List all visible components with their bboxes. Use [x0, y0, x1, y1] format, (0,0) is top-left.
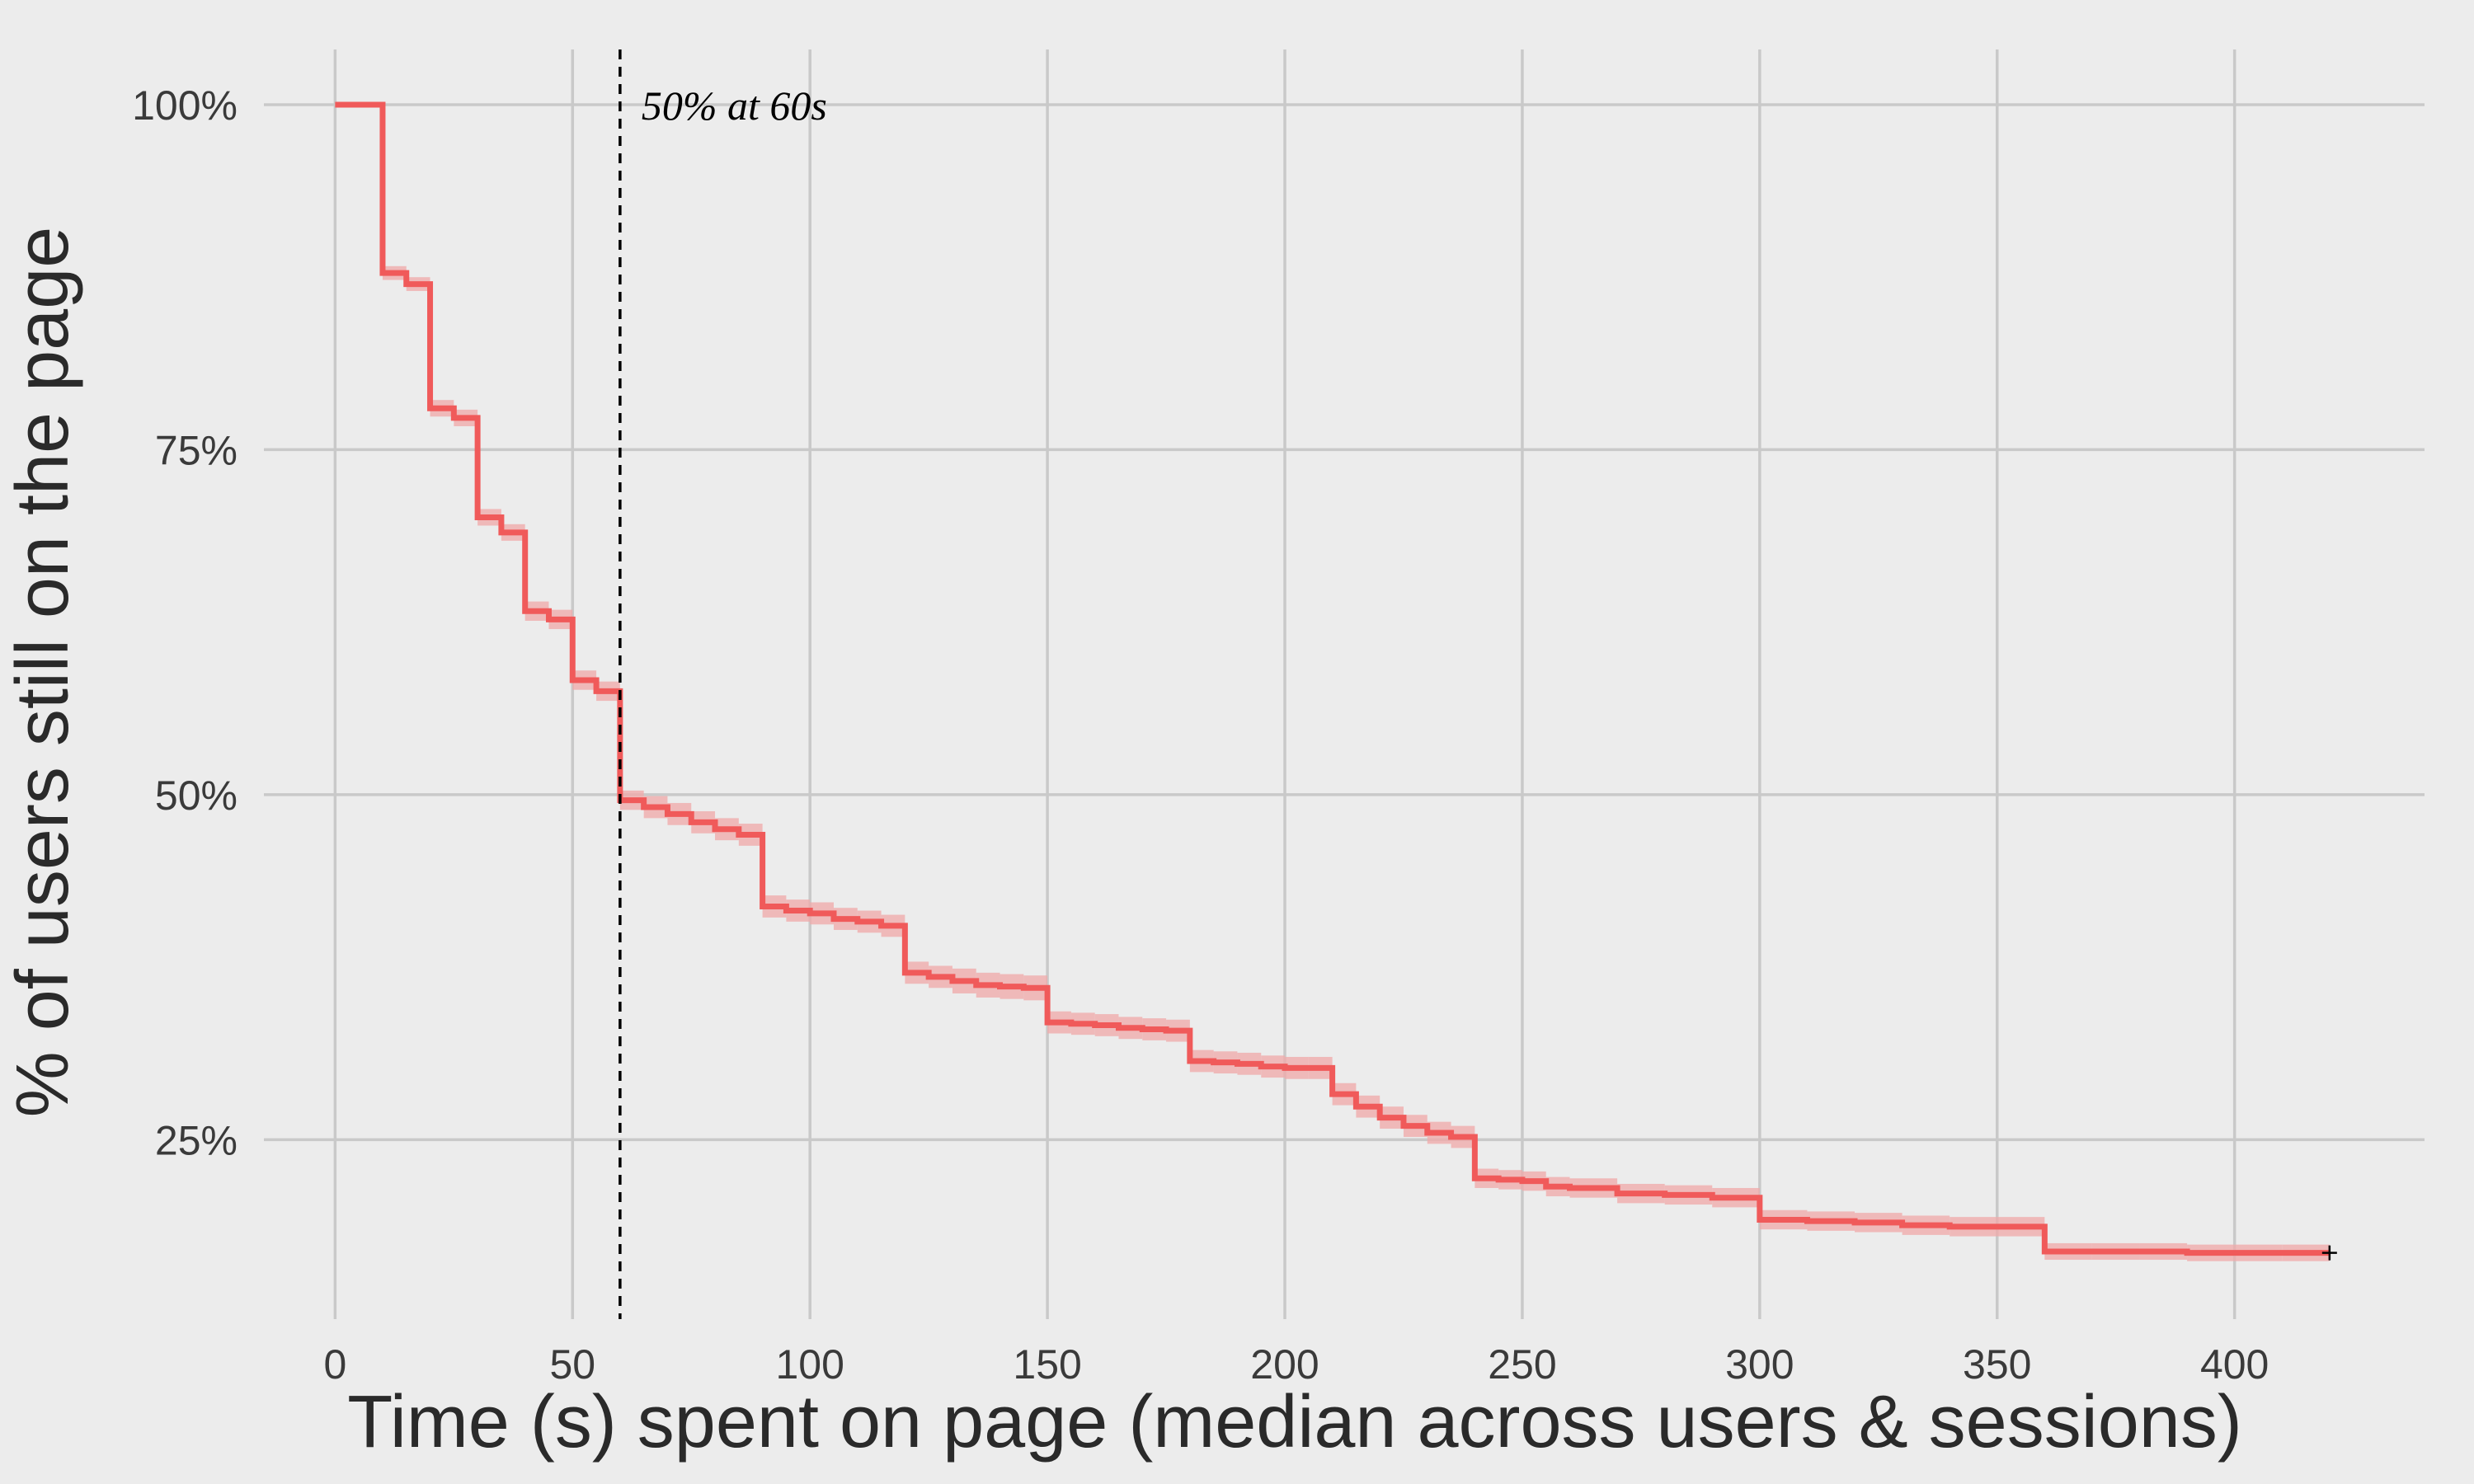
x-tick-label: 150: [1013, 1341, 1081, 1388]
x-tick-label: 200: [1250, 1341, 1319, 1388]
median-annotation-label: 50% at 60s: [642, 82, 827, 129]
y-tick-label: 100%: [132, 82, 238, 129]
annotations: 50% at 60s: [618, 49, 827, 1319]
survival-step-line: [335, 101, 2330, 1256]
x-tick-label: 0: [323, 1341, 346, 1388]
y-tick-label: 25%: [155, 1117, 238, 1163]
y-axis-title: % of users still on the page: [2, 227, 84, 1118]
y-tick-label: 75%: [155, 427, 238, 473]
x-tick-label: 250: [1488, 1341, 1556, 1388]
x-tick-label: 100: [775, 1341, 844, 1388]
x-tick-label: 400: [2200, 1341, 2269, 1388]
x-tick-label: 300: [1725, 1341, 1794, 1388]
y-tick-label: 50%: [155, 773, 238, 819]
x-tick-label: 50: [549, 1341, 595, 1388]
tick-labels: 0 50 100 150 200 250 300 350 400 25% 50% 75% 100%: [132, 82, 2269, 1388]
x-tick-label: 350: [1963, 1341, 2031, 1388]
x-axis-title: Time (s) spent on page (median across us…: [347, 1381, 2242, 1463]
